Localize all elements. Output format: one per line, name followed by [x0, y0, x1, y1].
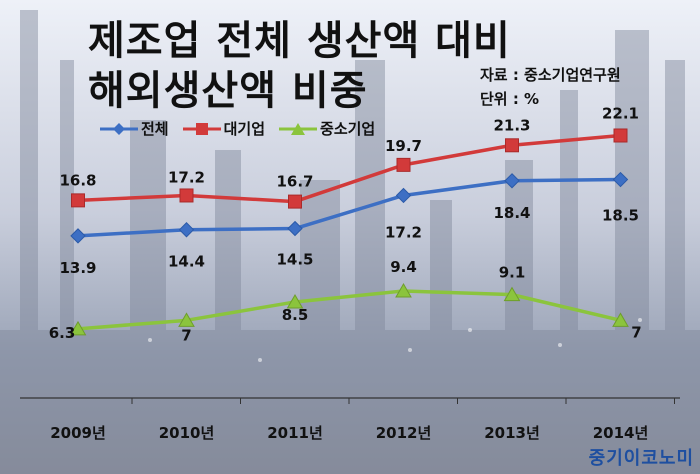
data-point-sme [69, 320, 87, 336]
watermark: 중기이코노미 [588, 448, 694, 469]
data-label-sme: 8.5 [282, 306, 309, 324]
data-point-large [288, 194, 302, 209]
data-point-total [178, 222, 195, 238]
chart-title-line-2: 해외생산액 비중 [88, 68, 368, 114]
triangle-line-icon [279, 122, 318, 135]
data-point-total [504, 173, 520, 189]
data-point-large [613, 128, 628, 143]
data-point-sme [503, 286, 521, 302]
data-label-large: 19.7 [385, 137, 422, 155]
data-label-total: 18.5 [602, 207, 639, 225]
data-point-total [395, 187, 412, 204]
data-point-large [179, 188, 194, 203]
data-point-total [287, 220, 303, 237]
data-label-total: 14.4 [168, 253, 205, 271]
data-point-large [71, 193, 85, 208]
data-label-total: 13.9 [59, 259, 96, 277]
x-tick-label: 2013년 [484, 424, 540, 442]
series-line-large [77, 133, 621, 204]
data-label-large: 16.8 [59, 171, 96, 189]
legend-label-large: 대기업 [223, 120, 266, 138]
x-tick-label: 2009년 [50, 424, 106, 442]
legend-label-total: 전체 [141, 120, 169, 138]
x-tick-label: 2011년 [267, 424, 323, 442]
data-point-large [505, 138, 519, 153]
data-label-sme: 6.3 [49, 324, 76, 342]
data-label-large: 17.2 [168, 168, 205, 186]
chart-title-line-1: 제조업 전체 생산액 대비 [88, 18, 511, 64]
data-label-sme: 7 [631, 323, 641, 341]
data-label-sme: 9.4 [390, 258, 417, 276]
data-label-large: 21.3 [493, 116, 530, 134]
data-point-sme [178, 312, 195, 327]
data-point-sme [395, 282, 412, 298]
unit-note: 단위 : % [480, 90, 540, 108]
data-label-large: 16.7 [276, 173, 313, 191]
data-label-large: 22.1 [602, 104, 639, 122]
legend-item-sme: 중소기업 [279, 118, 375, 139]
diamond-line-icon [100, 122, 138, 135]
data-point-sme [612, 312, 629, 327]
data-point-total [612, 171, 629, 188]
legend: 전체 대기업 중소기업 [100, 118, 375, 139]
series-line-total [77, 177, 621, 238]
x-tick-label: 2014년 [593, 424, 649, 442]
data-label-sme: 7 [181, 326, 191, 344]
data-label-total: 18.4 [493, 204, 530, 222]
legend-label-sme: 중소기업 [320, 120, 376, 138]
series-line-sme [77, 289, 621, 331]
data-label-sme: 9.1 [499, 264, 526, 282]
source-note: 자료 : 중소기업연구원 [480, 66, 621, 84]
x-tick-label: 2010년 [159, 424, 215, 442]
data-point-sme [286, 293, 304, 309]
square-line-icon [182, 122, 221, 135]
x-tick-label: 2012년 [376, 424, 432, 442]
legend-item-total: 전체 [100, 118, 169, 139]
data-label-total: 17.2 [385, 223, 422, 241]
legend-item-large: 대기업 [182, 118, 266, 139]
data-point-large [396, 157, 411, 172]
data-point-total [70, 228, 86, 244]
data-label-total: 14.5 [276, 251, 313, 269]
